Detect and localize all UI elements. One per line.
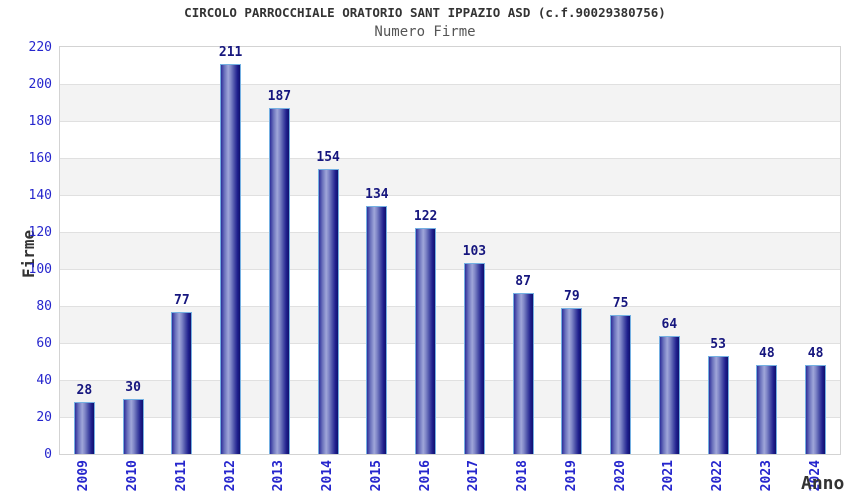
y-tick-label: 200 bbox=[28, 76, 52, 92]
y-tick-label: 80 bbox=[36, 298, 52, 314]
y-tick-label: 40 bbox=[36, 372, 52, 388]
bar bbox=[317, 169, 339, 454]
y-tick-label: 140 bbox=[28, 187, 52, 203]
y-axis-tick-labels: 0 20 40 60 80 100 120 140 160 180 200 220 bbox=[0, 0, 52, 500]
x-tick-label: 2013 bbox=[271, 460, 287, 492]
x-tick-label: 2012 bbox=[222, 460, 238, 492]
bar-value-label: 75 bbox=[612, 296, 629, 312]
x-tick-label: 2022 bbox=[710, 460, 726, 492]
gridline bbox=[60, 158, 840, 159]
y-tick-label: 0 bbox=[44, 446, 52, 462]
bar-value-label: 28 bbox=[76, 383, 93, 399]
gridline bbox=[60, 380, 840, 381]
y-tick-label: 20 bbox=[36, 409, 52, 425]
chart-subtitle: Numero Firme bbox=[374, 24, 476, 40]
bar bbox=[73, 402, 95, 454]
y-tick-label: 180 bbox=[28, 113, 52, 129]
bar bbox=[658, 335, 680, 454]
gridline bbox=[60, 121, 840, 122]
x-tick-label: 2021 bbox=[661, 460, 677, 492]
x-tick-label: 2009 bbox=[76, 460, 92, 492]
x-tick-label: 2014 bbox=[320, 460, 336, 492]
bar bbox=[610, 315, 632, 454]
bar bbox=[707, 355, 729, 454]
bar-value-label: 103 bbox=[462, 244, 487, 260]
bar-value-label: 211 bbox=[218, 44, 243, 60]
x-tick-label: 2018 bbox=[515, 460, 531, 492]
plot-band bbox=[60, 158, 840, 195]
bar bbox=[268, 108, 290, 454]
y-tick-label: 120 bbox=[28, 224, 52, 240]
bar-value-label: 134 bbox=[365, 187, 389, 203]
gridline bbox=[60, 84, 840, 85]
x-tick-label: 2017 bbox=[466, 460, 482, 492]
bar-value-label: 48 bbox=[759, 346, 775, 362]
bar bbox=[220, 63, 242, 454]
plot-area: 28 30 77 211 187 154 134 122 103 87 79 75 64 53 48 48 bbox=[59, 44, 841, 455]
bar-value-label: 30 bbox=[125, 379, 141, 395]
y-tick-label: 220 bbox=[28, 39, 52, 55]
plot-band bbox=[60, 84, 840, 121]
bar-value-label: 187 bbox=[267, 89, 292, 105]
bar bbox=[805, 365, 827, 454]
x-tick-label: 2011 bbox=[173, 460, 189, 492]
gridline bbox=[60, 306, 840, 307]
bar-value-label: 64 bbox=[661, 316, 678, 332]
bar-value-label: 79 bbox=[564, 288, 580, 304]
bar bbox=[366, 206, 388, 454]
bar bbox=[171, 311, 193, 454]
bar bbox=[756, 365, 778, 454]
bar-value-label: 122 bbox=[413, 209, 438, 225]
bar-value-label: 87 bbox=[515, 274, 531, 290]
x-tick-label: 2015 bbox=[368, 460, 384, 492]
bar-value-label: 77 bbox=[174, 292, 190, 308]
bar-value-label: 154 bbox=[316, 150, 340, 166]
gridline bbox=[60, 269, 840, 270]
x-axis-tick-labels: 2009 2010 2011 2012 2013 2014 2015 2016 2017 2018… bbox=[60, 0, 840, 500]
x-tick-label: 2023 bbox=[758, 460, 774, 492]
y-tick-label: 160 bbox=[28, 150, 52, 166]
x-tick-label: 2010 bbox=[125, 460, 141, 492]
gridline bbox=[60, 343, 840, 344]
bar bbox=[122, 398, 144, 454]
x-tick-label: 2016 bbox=[417, 460, 433, 492]
gridline bbox=[60, 195, 840, 196]
y-tick-label: 100 bbox=[28, 261, 52, 277]
bar bbox=[463, 263, 485, 454]
chart-title: CIRCOLO PARROCCHIALE ORATORIO SANT IPPAZ… bbox=[184, 5, 666, 20]
gridline bbox=[60, 417, 840, 418]
x-axis-title: Anno bbox=[801, 473, 845, 494]
bar-value-label: 48 bbox=[807, 346, 824, 362]
bar bbox=[415, 228, 437, 454]
bar bbox=[561, 307, 583, 454]
gridline bbox=[60, 232, 840, 233]
y-tick-label: 60 bbox=[36, 335, 52, 351]
bar-value-label: 53 bbox=[710, 336, 726, 352]
x-tick-label: 2020 bbox=[612, 460, 628, 492]
x-tick-label: 2019 bbox=[563, 460, 579, 492]
bar bbox=[512, 293, 534, 454]
plot-band bbox=[60, 232, 840, 269]
